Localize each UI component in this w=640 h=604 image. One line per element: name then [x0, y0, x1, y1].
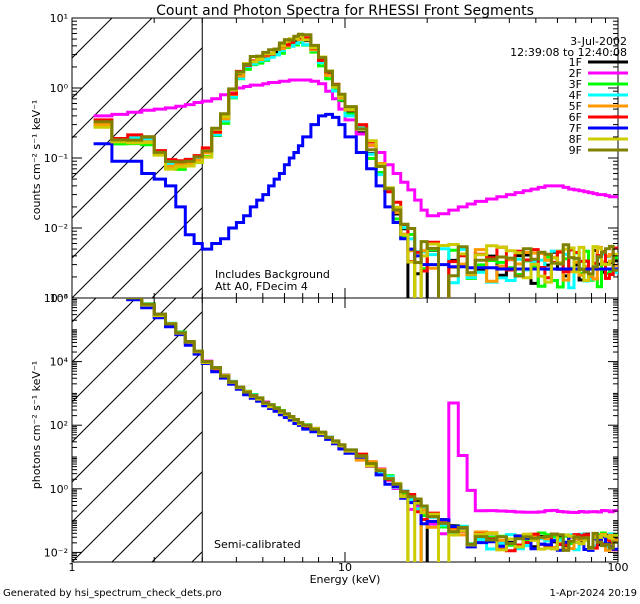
hatch-line [72, 431, 203, 562]
count-spectra [93, 32, 618, 298]
hatch-line [72, 298, 177, 403]
hatch-line [111, 471, 203, 562]
hatch-line [111, 207, 203, 298]
y-tick-label: 10⁴ [50, 356, 69, 369]
x-tick-label: 100 [608, 561, 629, 574]
y-tick-label: 10¹ [50, 12, 68, 25]
x-tick-label: 10 [338, 561, 352, 574]
y-tick-label: 10⁶ [50, 292, 69, 305]
time-range-label: 12:39:08 to 12:40:08 [510, 46, 627, 59]
x-tick-label: 1 [69, 561, 76, 574]
hatch-line [72, 167, 203, 298]
y-tick-label: 10⁻² [44, 546, 68, 559]
chart-title: Count and Photon Spectra for RHESSI Fron… [156, 3, 534, 19]
legend-label-4F: 4F [569, 89, 582, 102]
annotation-background: Includes Background [215, 268, 330, 281]
footer-timestamp: 1-Apr-2024 20:19 [550, 588, 637, 599]
legend-label-6F: 6F [569, 111, 582, 124]
footer-generator: Generated by hsi_spectrum_check_dets.pro [3, 588, 222, 599]
legend-label-9F: 9F [569, 144, 582, 157]
y-tick-label: 10⁰ [50, 483, 69, 496]
y-axis-label-photon: photons cm⁻² s⁻¹ keV⁻¹ [30, 361, 43, 489]
photon-spectra [126, 298, 618, 562]
legend-label-7F: 7F [569, 122, 582, 135]
hatch-line [72, 351, 203, 483]
count-series-9F [93, 32, 618, 298]
hatch-line [72, 298, 97, 323]
y-tick-label: 10² [50, 419, 68, 432]
low-energy-hatch-count [72, 18, 203, 298]
hatch-line [72, 127, 203, 259]
hatch-line [72, 87, 203, 219]
legend-label-8F: 8F [569, 133, 582, 146]
legend-label-2F: 2F [569, 67, 582, 80]
photon-series-9F [126, 298, 618, 552]
legend-label-1F: 1F [569, 56, 582, 69]
y-axis-label-count: counts cm⁻² s⁻¹ keV⁻¹ [30, 100, 43, 221]
x-axis-label: Energy (keV) [310, 573, 381, 586]
hatch-line [72, 18, 153, 99]
legend-label-5F: 5F [569, 100, 582, 113]
low-energy-hatch-photon [72, 298, 203, 562]
hatch-line [72, 18, 193, 139]
legend-label-3F: 3F [569, 78, 582, 91]
y-tick-label: 10⁻¹ [44, 152, 68, 165]
y-tick-label: 10⁰ [50, 82, 69, 95]
hatch-line [72, 391, 203, 523]
y-tick-label: 10⁻² [44, 222, 68, 235]
annotation-attenuator: Att A0, FDecim 4 [215, 280, 308, 293]
hatch-line [72, 18, 113, 59]
count-series-2F [93, 78, 618, 218]
count-series-7F [93, 112, 618, 271]
y-tick-label: 10⁻³ [44, 292, 68, 305]
hatch-line [72, 298, 137, 363]
date-label: 3-Jul-2002 [570, 35, 627, 48]
axis-ticks: 1 10 100 10⁻³ 10⁻² 10⁻¹ 10⁰ 10¹ 10⁻² 10⁰ 10² 10⁴ 10⁶ [44, 12, 629, 574]
annotation-semi-calibrated: Semi-calibrated [214, 538, 301, 551]
